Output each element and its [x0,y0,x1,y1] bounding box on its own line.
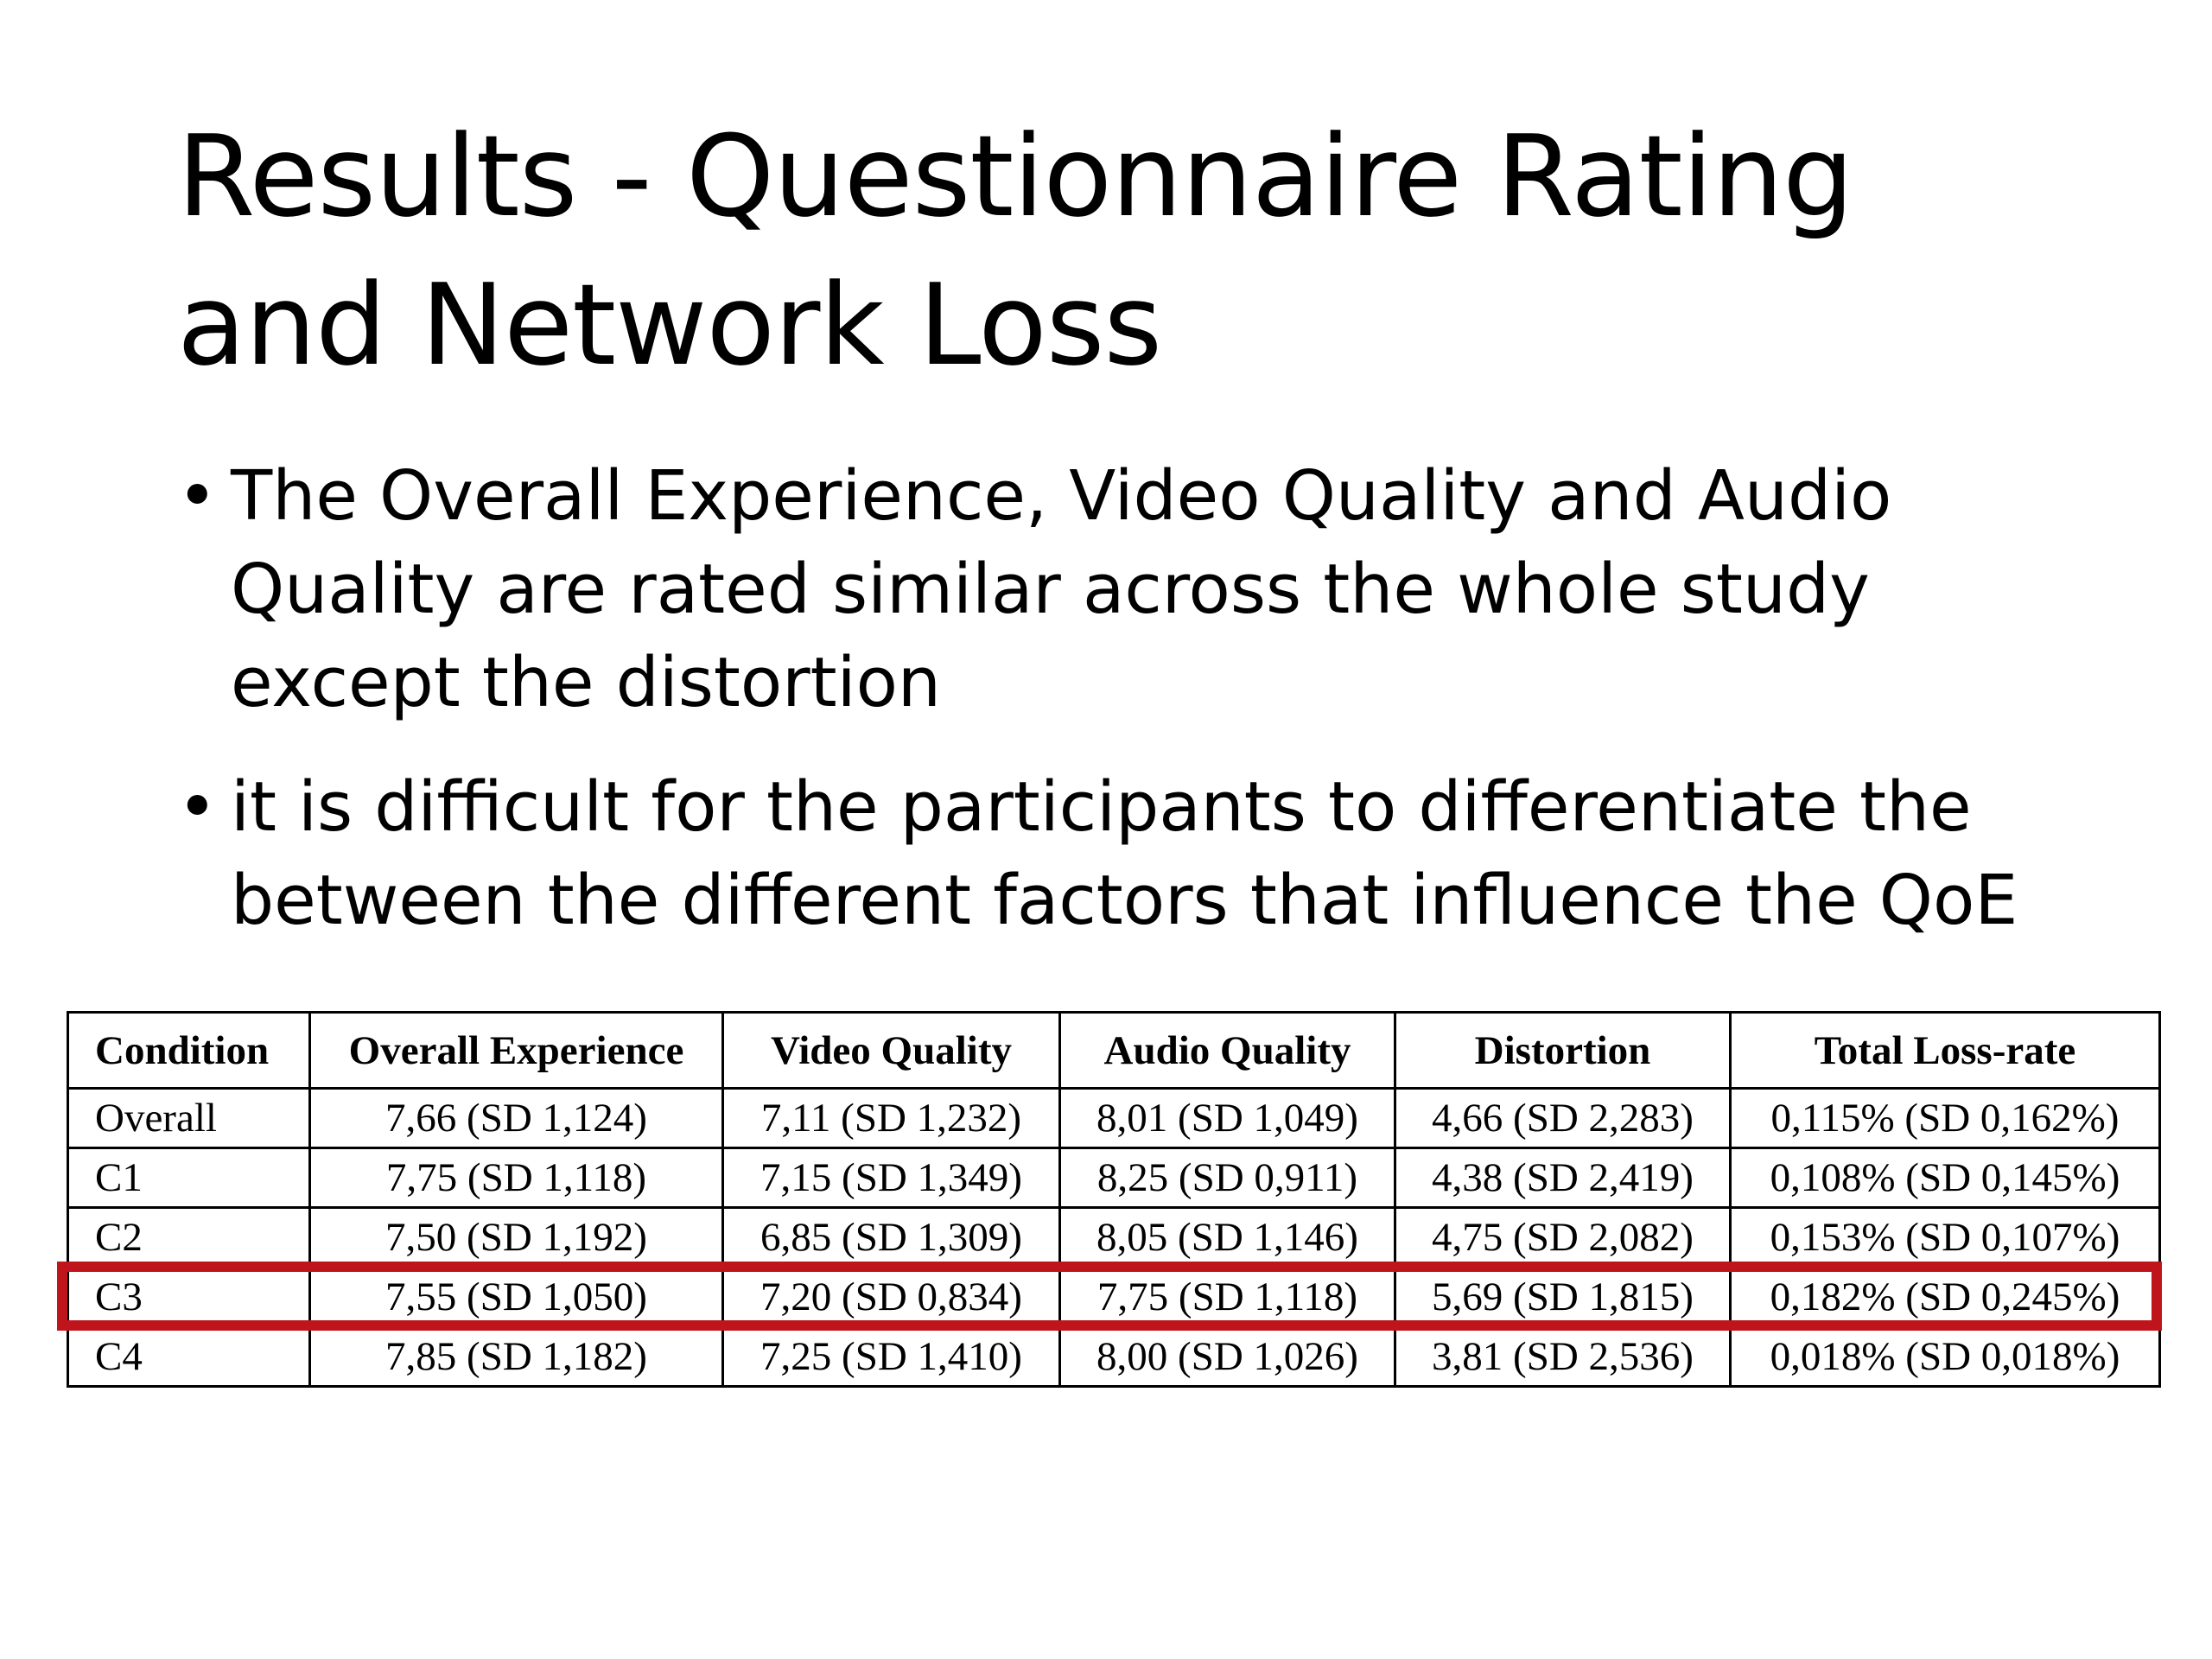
bullet-2-line-1: it is difficult for the participants to … [231,767,1972,847]
bullet-marker: • [177,767,218,847]
table-header-row: Condition Overall Experience Video Quali… [67,1011,2161,1090]
header-video-quality: Video Quality [721,1011,1061,1090]
table-cell: C2 [67,1206,311,1268]
bullet-marker: • [177,456,218,536]
table-cell: 7,55 (SD 1,050) [308,1266,724,1328]
table-cell: 7,75 (SD 1,118) [1058,1266,1396,1328]
table-cell: 4,75 (SD 2,082) [1394,1206,1732,1268]
table-cell: 6,85 (SD 1,309) [721,1206,1061,1268]
table-cell: 5,69 (SD 1,815) [1394,1266,1732,1328]
table-cell: 8,05 (SD 1,146) [1058,1206,1396,1268]
results-table: Condition Overall Experience Video Quali… [67,1011,2161,1388]
table-row: C4 7,85 (SD 1,182) 7,25 (SD 1,410) 8,00 … [67,1325,2161,1388]
slide-title-line-2: and Network Loss [177,259,1162,391]
table-cell: C4 [67,1325,311,1388]
header-audio-quality: Audio Quality [1058,1011,1396,1090]
table-cell: 4,66 (SD 2,283) [1394,1087,1732,1149]
table-cell: 7,20 (SD 0,834) [721,1266,1061,1328]
bullet-item-1: • The Overall Experience, Video Quality … [177,449,2164,729]
table-cell: Overall [67,1087,311,1149]
bullet-item-2: • it is difficult for the participants t… [177,760,2164,947]
table-cell: 8,00 (SD 1,026) [1058,1325,1396,1388]
table-cell: 4,38 (SD 2,419) [1394,1147,1732,1209]
table-cell: 0,115% (SD 0,162%) [1729,1087,2161,1149]
bullet-2-line-2: between the different factors that influ… [231,861,2018,940]
table-cell: 8,25 (SD 0,911) [1058,1147,1396,1209]
table-cell: C3 [67,1266,311,1328]
slide-title: Results - Questionnaire Rating and Netwo… [177,102,1854,399]
header-distortion: Distortion [1394,1011,1732,1090]
bullet-1-line-2: Quality are rated similar across the who… [231,550,1870,629]
table-cell: C1 [67,1147,311,1209]
bullet-1-line-3: except the distortion [231,643,941,722]
table-row: Overall 7,66 (SD 1,124) 7,11 (SD 1,232) … [67,1087,2161,1149]
table-cell: 7,66 (SD 1,124) [308,1087,724,1149]
table-cell: 3,81 (SD 2,536) [1394,1325,1732,1388]
table-cell: 7,25 (SD 1,410) [721,1325,1061,1388]
table-cell: 7,75 (SD 1,118) [308,1147,724,1209]
table-cell: 7,85 (SD 1,182) [308,1325,724,1388]
table-cell: 0,018% (SD 0,018%) [1729,1325,2161,1388]
bullet-list: • The Overall Experience, Video Quality … [177,449,2164,947]
bullet-1-line-1: The Overall Experience, Video Quality an… [231,456,1892,536]
table-cell: 0,108% (SD 0,145%) [1729,1147,2161,1209]
table-row: C1 7,75 (SD 1,118) 7,15 (SD 1,349) 8,25 … [67,1147,2161,1209]
table-cell: 7,50 (SD 1,192) [308,1206,724,1268]
table-cell: 0,153% (SD 0,107%) [1729,1206,2161,1268]
header-condition: Condition [67,1011,311,1090]
table-row-highlighted: C3 7,55 (SD 1,050) 7,20 (SD 0,834) 7,75 … [67,1266,2161,1328]
table-cell: 8,01 (SD 1,049) [1058,1087,1396,1149]
table-cell: 7,15 (SD 1,349) [721,1147,1061,1209]
table-row: C2 7,50 (SD 1,192) 6,85 (SD 1,309) 8,05 … [67,1206,2161,1268]
header-overall-experience: Overall Experience [308,1011,724,1090]
slide-title-line-1: Results - Questionnaire Rating [177,111,1854,242]
table-cell: 7,11 (SD 1,232) [721,1087,1061,1149]
table-cell: 0,182% (SD 0,245%) [1729,1266,2161,1328]
header-total-loss-rate: Total Loss-rate [1729,1011,2161,1090]
